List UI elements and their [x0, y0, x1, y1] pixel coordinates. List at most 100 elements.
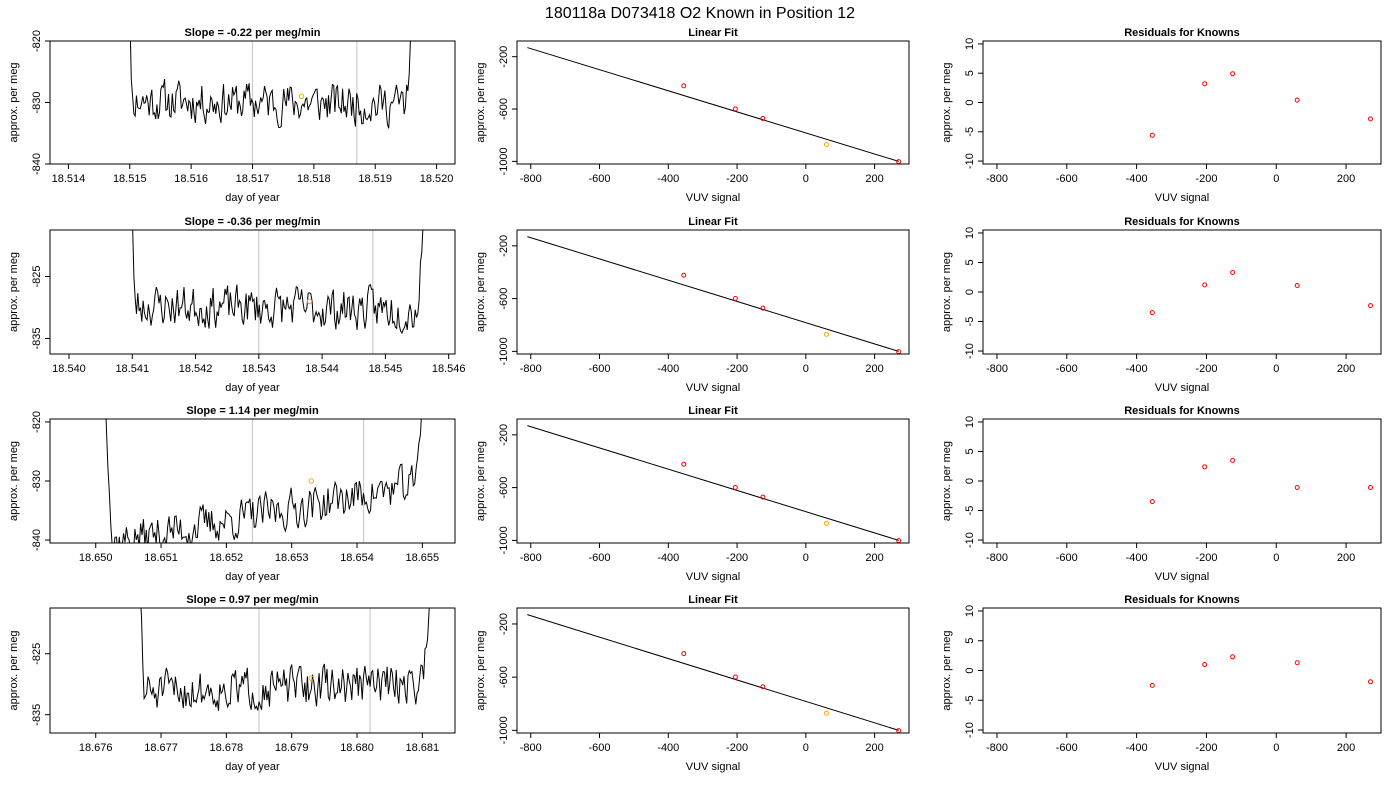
data-point [1294, 97, 1300, 103]
y-tick-label: -600 [498, 477, 510, 499]
x-tick-label: -200 [726, 363, 748, 375]
x-tick-label: -600 [589, 742, 611, 754]
data-point [896, 159, 902, 164]
data-point [760, 115, 766, 121]
data-point [1149, 499, 1155, 505]
x-tick-label: -800 [520, 173, 542, 185]
y-tick-label: -835 [31, 704, 43, 726]
x-tick-label: 18.517 [236, 173, 270, 185]
x-tick-label: 18.541 [115, 363, 149, 375]
fit-line [527, 425, 899, 541]
plot-area [1149, 71, 1374, 138]
x-tick-label: 0 [803, 552, 809, 564]
panel-title: Slope = -0.22 per meg/min [184, 27, 320, 39]
y-tick-label: -1000 [498, 337, 510, 365]
data-point [1202, 282, 1208, 288]
y-tick-label: -5 [964, 317, 976, 327]
data-point [896, 728, 902, 733]
data-point [1230, 71, 1236, 77]
x-tick-label: 18.651 [144, 552, 178, 564]
plot-frame [49, 418, 456, 544]
x-tick-label: 200 [865, 173, 883, 185]
highlight-point [308, 478, 314, 484]
y-axis-label: approx. per meg [8, 62, 20, 142]
x-axis-label: VUV signal [1155, 761, 1209, 773]
y-tick-label: 5 [964, 638, 976, 644]
x-tick-label: -400 [657, 363, 679, 375]
x-tick-label: -200 [726, 742, 748, 754]
highlight-point [298, 93, 305, 100]
panel-r0-c0: Slope = -0.22 per meg/min 18.514 18.515 18.… [8, 27, 456, 204]
panel-title: Slope = 0.97 per meg/min [186, 594, 319, 606]
y-axis-label: approx. per meg [475, 252, 487, 332]
x-tick-label: 18.677 [144, 742, 178, 754]
x-tick-label: 200 [1337, 173, 1355, 185]
x-tick-label: -800 [986, 742, 1008, 754]
x-tick-label: 18.654 [340, 552, 374, 564]
highlight-point [308, 675, 314, 681]
x-tick-label: 0 [803, 363, 809, 375]
y-tick-label: -825 [31, 265, 43, 287]
x-tick-label: -600 [1056, 552, 1078, 564]
y-tick-label: -835 [31, 327, 43, 349]
panel-r3-c1: Linear Fit -800 -600 -400 -200 0 200 -200 -600 -1… [475, 594, 910, 773]
x-tick-label: 18.650 [79, 552, 113, 564]
x-axis-label: day of year [225, 571, 280, 583]
x-tick-label: 18.518 [297, 173, 331, 185]
x-tick-label: -200 [1195, 363, 1217, 375]
y-tick-label: 0 [964, 478, 976, 484]
x-tick-label: 18.519 [358, 173, 392, 185]
data-point [1294, 660, 1300, 666]
data-point [823, 331, 829, 337]
x-tick-label: -800 [520, 363, 542, 375]
data-point [1294, 283, 1300, 289]
x-tick-label: 0 [803, 742, 809, 754]
x-tick-label: 0 [1273, 552, 1279, 564]
plot-frame [49, 229, 456, 355]
y-tick-label: -820 [31, 411, 43, 433]
x-tick-label: -800 [986, 173, 1008, 185]
x-axis-label: VUV signal [1155, 382, 1209, 394]
data-point [1294, 484, 1300, 490]
panel-r0-c1: Linear Fit -800 -600 -400 -200 0 200 -200 -600 -1… [475, 27, 910, 204]
x-tick-label: 200 [865, 552, 883, 564]
data-point [760, 684, 766, 690]
panel-r1-c1: Linear Fit -800 -600 -400 -200 0 200 -200 -600 -1… [475, 216, 910, 394]
y-tick-label: -200 [498, 613, 510, 635]
x-tick-label: 18.542 [179, 363, 213, 375]
panel-title: Linear Fit [688, 216, 738, 228]
data-point [1149, 682, 1155, 688]
series-trace [140, 608, 430, 711]
plot-frame [982, 607, 1382, 734]
y-tick-label: -10 [964, 153, 976, 169]
x-tick-label: 18.652 [210, 552, 244, 564]
x-axis-label: VUV signal [686, 571, 740, 583]
plot-area [527, 47, 902, 164]
x-tick-label: -200 [726, 552, 748, 564]
y-tick-label: -840 [31, 153, 43, 175]
x-tick-label: 18.516 [174, 173, 208, 185]
x-tick-label: 18.540 [52, 363, 86, 375]
x-axis-label: day of year [225, 382, 280, 394]
panel-r1-c2: Residuals for Knowns -800 -600 -400 -200 0 200… [941, 216, 1382, 394]
x-tick-label: -600 [589, 363, 611, 375]
y-tick-label: 10 [964, 227, 976, 239]
plot-frame [49, 40, 456, 165]
data-point [1202, 81, 1208, 87]
x-tick-label: 200 [1337, 742, 1355, 754]
panel-r3-c0: Slope = 0.97 per meg/min 18.676 18.677 18.6… [8, 594, 456, 773]
data-point [1230, 654, 1236, 660]
y-tick-label: -10 [964, 722, 976, 738]
y-tick-label: 5 [964, 448, 976, 454]
x-tick-label: 18.543 [242, 363, 276, 375]
plot-area [527, 236, 902, 354]
panel-r2-c0: Slope = 1.14 per meg/min 18.650 18.651 18.6… [8, 405, 456, 583]
panel-r0-c2: Residuals for Knowns -800 -600 -400 -200 0 200… [941, 27, 1382, 204]
y-axis-label: approx. per meg [475, 630, 487, 710]
y-tick-label: 0 [964, 667, 976, 673]
plot-area [105, 419, 422, 543]
x-tick-label: -600 [589, 552, 611, 564]
data-point [896, 349, 902, 354]
data-point [732, 295, 738, 301]
data-point [823, 710, 829, 716]
